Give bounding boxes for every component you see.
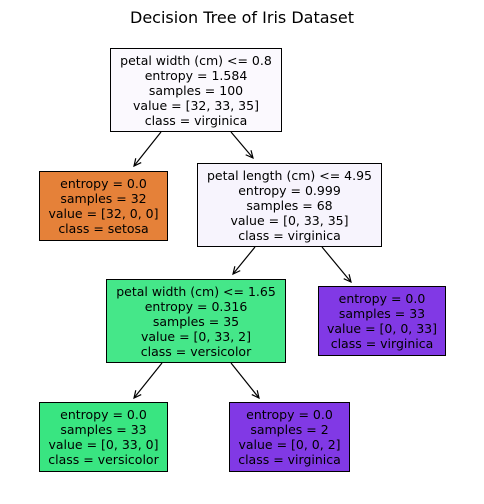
tree-node-root: petal width (cm) <= 0.8 entropy = 1.584 sa… bbox=[110, 48, 282, 132]
arrowhead-icon bbox=[343, 274, 352, 284]
node-samples-text: samples = 32 bbox=[60, 191, 147, 206]
node-value-text: value = [0, 0, 33] bbox=[326, 321, 438, 336]
node-split-text: petal width (cm) <= 0.8 bbox=[120, 52, 272, 68]
node-samples-text: samples = 68 bbox=[246, 197, 333, 213]
edge-root-to-n2 bbox=[230, 131, 254, 159]
node-value-text: value = [0, 33, 2] bbox=[140, 328, 252, 344]
arrowhead-icon bbox=[232, 266, 241, 276]
node-entropy-text: entropy = 0.999 bbox=[238, 182, 341, 198]
tree-node-n3: petal width (cm) <= 1.65 entropy = 0.316 s… bbox=[106, 279, 286, 363]
node-value-text: value = [0, 0, 2] bbox=[238, 437, 341, 452]
node-class-text: class = virginica bbox=[144, 112, 248, 128]
node-samples-text: samples = 2 bbox=[250, 422, 329, 437]
node-class-text: class = virginica bbox=[238, 227, 341, 243]
arrowhead-icon bbox=[245, 150, 254, 160]
node-split-text: petal length (cm) <= 4.95 bbox=[207, 167, 372, 183]
tree-node-versicolor-leaf: entropy = 0.0 samples = 33 value = [0, 33,… bbox=[39, 402, 168, 472]
edge-n3-to-virginica-leaf-2 bbox=[230, 362, 260, 399]
arrowhead-icon bbox=[133, 158, 142, 168]
tree-node-virginica-leaf-1: entropy = 0.0 samples = 33 value = [0, 0, … bbox=[318, 286, 446, 356]
node-samples-text: samples = 35 bbox=[152, 313, 240, 329]
node-samples-text: samples = 33 bbox=[338, 306, 426, 321]
node-value-text: value = [0, 33, 0] bbox=[48, 437, 159, 452]
arrowhead-icon bbox=[133, 390, 142, 400]
node-class-text: class = virginica bbox=[238, 452, 341, 467]
node-class-text: class = setosa bbox=[58, 221, 149, 236]
figure-title: Decision Tree of Iris Dataset bbox=[130, 8, 354, 27]
node-value-text: value = [32, 0, 0] bbox=[48, 206, 159, 221]
tree-node-virginica-leaf-2: entropy = 0.0 samples = 2 value = [0, 0, 2… bbox=[229, 402, 350, 472]
tree-node-setosa-leaf: entropy = 0.0 samples = 32 value = [32, 0,… bbox=[39, 171, 168, 241]
node-entropy-text: entropy = 0.0 bbox=[338, 291, 426, 306]
tree-node-n2: petal length (cm) <= 4.95 entropy = 0.999… bbox=[197, 163, 382, 247]
edge-n2-to-virginica-leaf-1 bbox=[321, 246, 352, 283]
edge-root-to-setosa-leaf bbox=[133, 131, 162, 167]
node-entropy-text: entropy = 0.0 bbox=[246, 407, 333, 422]
node-class-text: class = versicolor bbox=[48, 452, 159, 467]
node-samples-text: samples = 100 bbox=[148, 82, 244, 98]
node-entropy-text: entropy = 0.0 bbox=[60, 176, 147, 191]
node-entropy-text: entropy = 0.0 bbox=[60, 407, 147, 422]
node-samples-text: samples = 33 bbox=[60, 422, 147, 437]
node-class-text: class = versicolor bbox=[140, 343, 252, 359]
edge-n3-to-versicolor-leaf bbox=[133, 362, 163, 399]
node-entropy-text: entropy = 1.584 bbox=[144, 67, 248, 83]
edge-n2-to-n3 bbox=[232, 246, 256, 275]
node-value-text: value = [0, 33, 35] bbox=[230, 212, 349, 228]
node-class-text: class = virginica bbox=[330, 336, 434, 351]
node-value-text: value = [32, 33, 35] bbox=[133, 97, 259, 113]
node-split-text: petal width (cm) <= 1.65 bbox=[116, 283, 276, 299]
node-entropy-text: entropy = 0.316 bbox=[144, 298, 248, 314]
arrowhead-icon bbox=[251, 390, 260, 400]
